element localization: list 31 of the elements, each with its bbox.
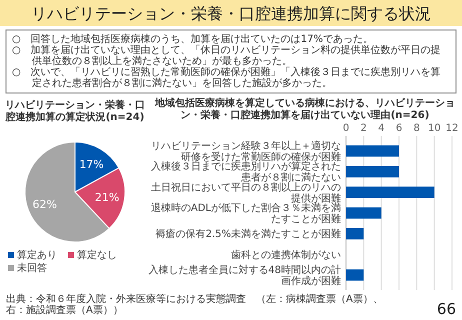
data-label: 17%: [79, 158, 104, 172]
legend-label: 算定なし: [77, 249, 117, 261]
chart-title: 地域包括医療病棟を算定している病棟における、リハビリテーション・栄養・口腔連携加算を届け出ていない理由(n=26): [154, 97, 455, 121]
y-tick-label: 退棟時のADLが低下した割合３％未満を満たすことが困難: [150, 202, 341, 225]
x-tick-label: 4: [378, 123, 385, 134]
data-label: 21%: [94, 191, 120, 204]
x-tick-label: 10: [428, 123, 441, 134]
source-note: 出典：令和６年度入院・外来医療等における実態調査 （左：病棟調査票（A票）、右：施設調査票（A票））: [6, 293, 383, 316]
text: リハビリテーション・栄養・口腔連携加算に関する状況: [31, 4, 431, 23]
data-label: 62%: [32, 198, 58, 211]
bar: [346, 166, 399, 178]
legend-label: 算定あり: [17, 249, 57, 261]
bar: [346, 145, 399, 157]
bar: [346, 228, 364, 240]
text: ○ 回答した地域包括医療病棟のうち、加算を届け出ていたのは17%であった。: [12, 33, 373, 45]
x-tick-label: 2: [360, 123, 367, 134]
x-tick-label: 8: [413, 123, 420, 134]
bar: [346, 207, 382, 219]
y-tick-label: 褥瘡の保有2.5%未満を満たすことが困難: [156, 228, 341, 240]
y-tick-label: 入棟した患者全員に対する48時間以内の計画作成が困難: [148, 264, 341, 288]
x-tick-label: 0: [342, 123, 350, 134]
legend-label: 未回答: [17, 262, 47, 274]
text: ○ 加算を届け出ていない理由として、「休日のリハビリテーション料の提供単位数が平日の提供単位数の８割以上を満たさないため」が最も多かった。: [12, 44, 441, 67]
chart-title: リハビリテーション・栄養・口腔連携加算の算定状況(n=24): [4, 99, 145, 123]
y-tick-label: 歯科との連携体制がない: [231, 248, 341, 261]
bar: [346, 269, 364, 281]
text: ○ 次いで、「リハビリに習熟した常勤医師の確保が困難」「入棟後３日までに疾患別リハを算定された患者割合が８割に満たない」を回答した施設が多かった。: [12, 66, 441, 89]
bar: [346, 186, 434, 198]
text: 66: [436, 300, 456, 318]
x-tick-label: 6: [396, 123, 402, 134]
x-tick-label: 12: [446, 123, 458, 134]
